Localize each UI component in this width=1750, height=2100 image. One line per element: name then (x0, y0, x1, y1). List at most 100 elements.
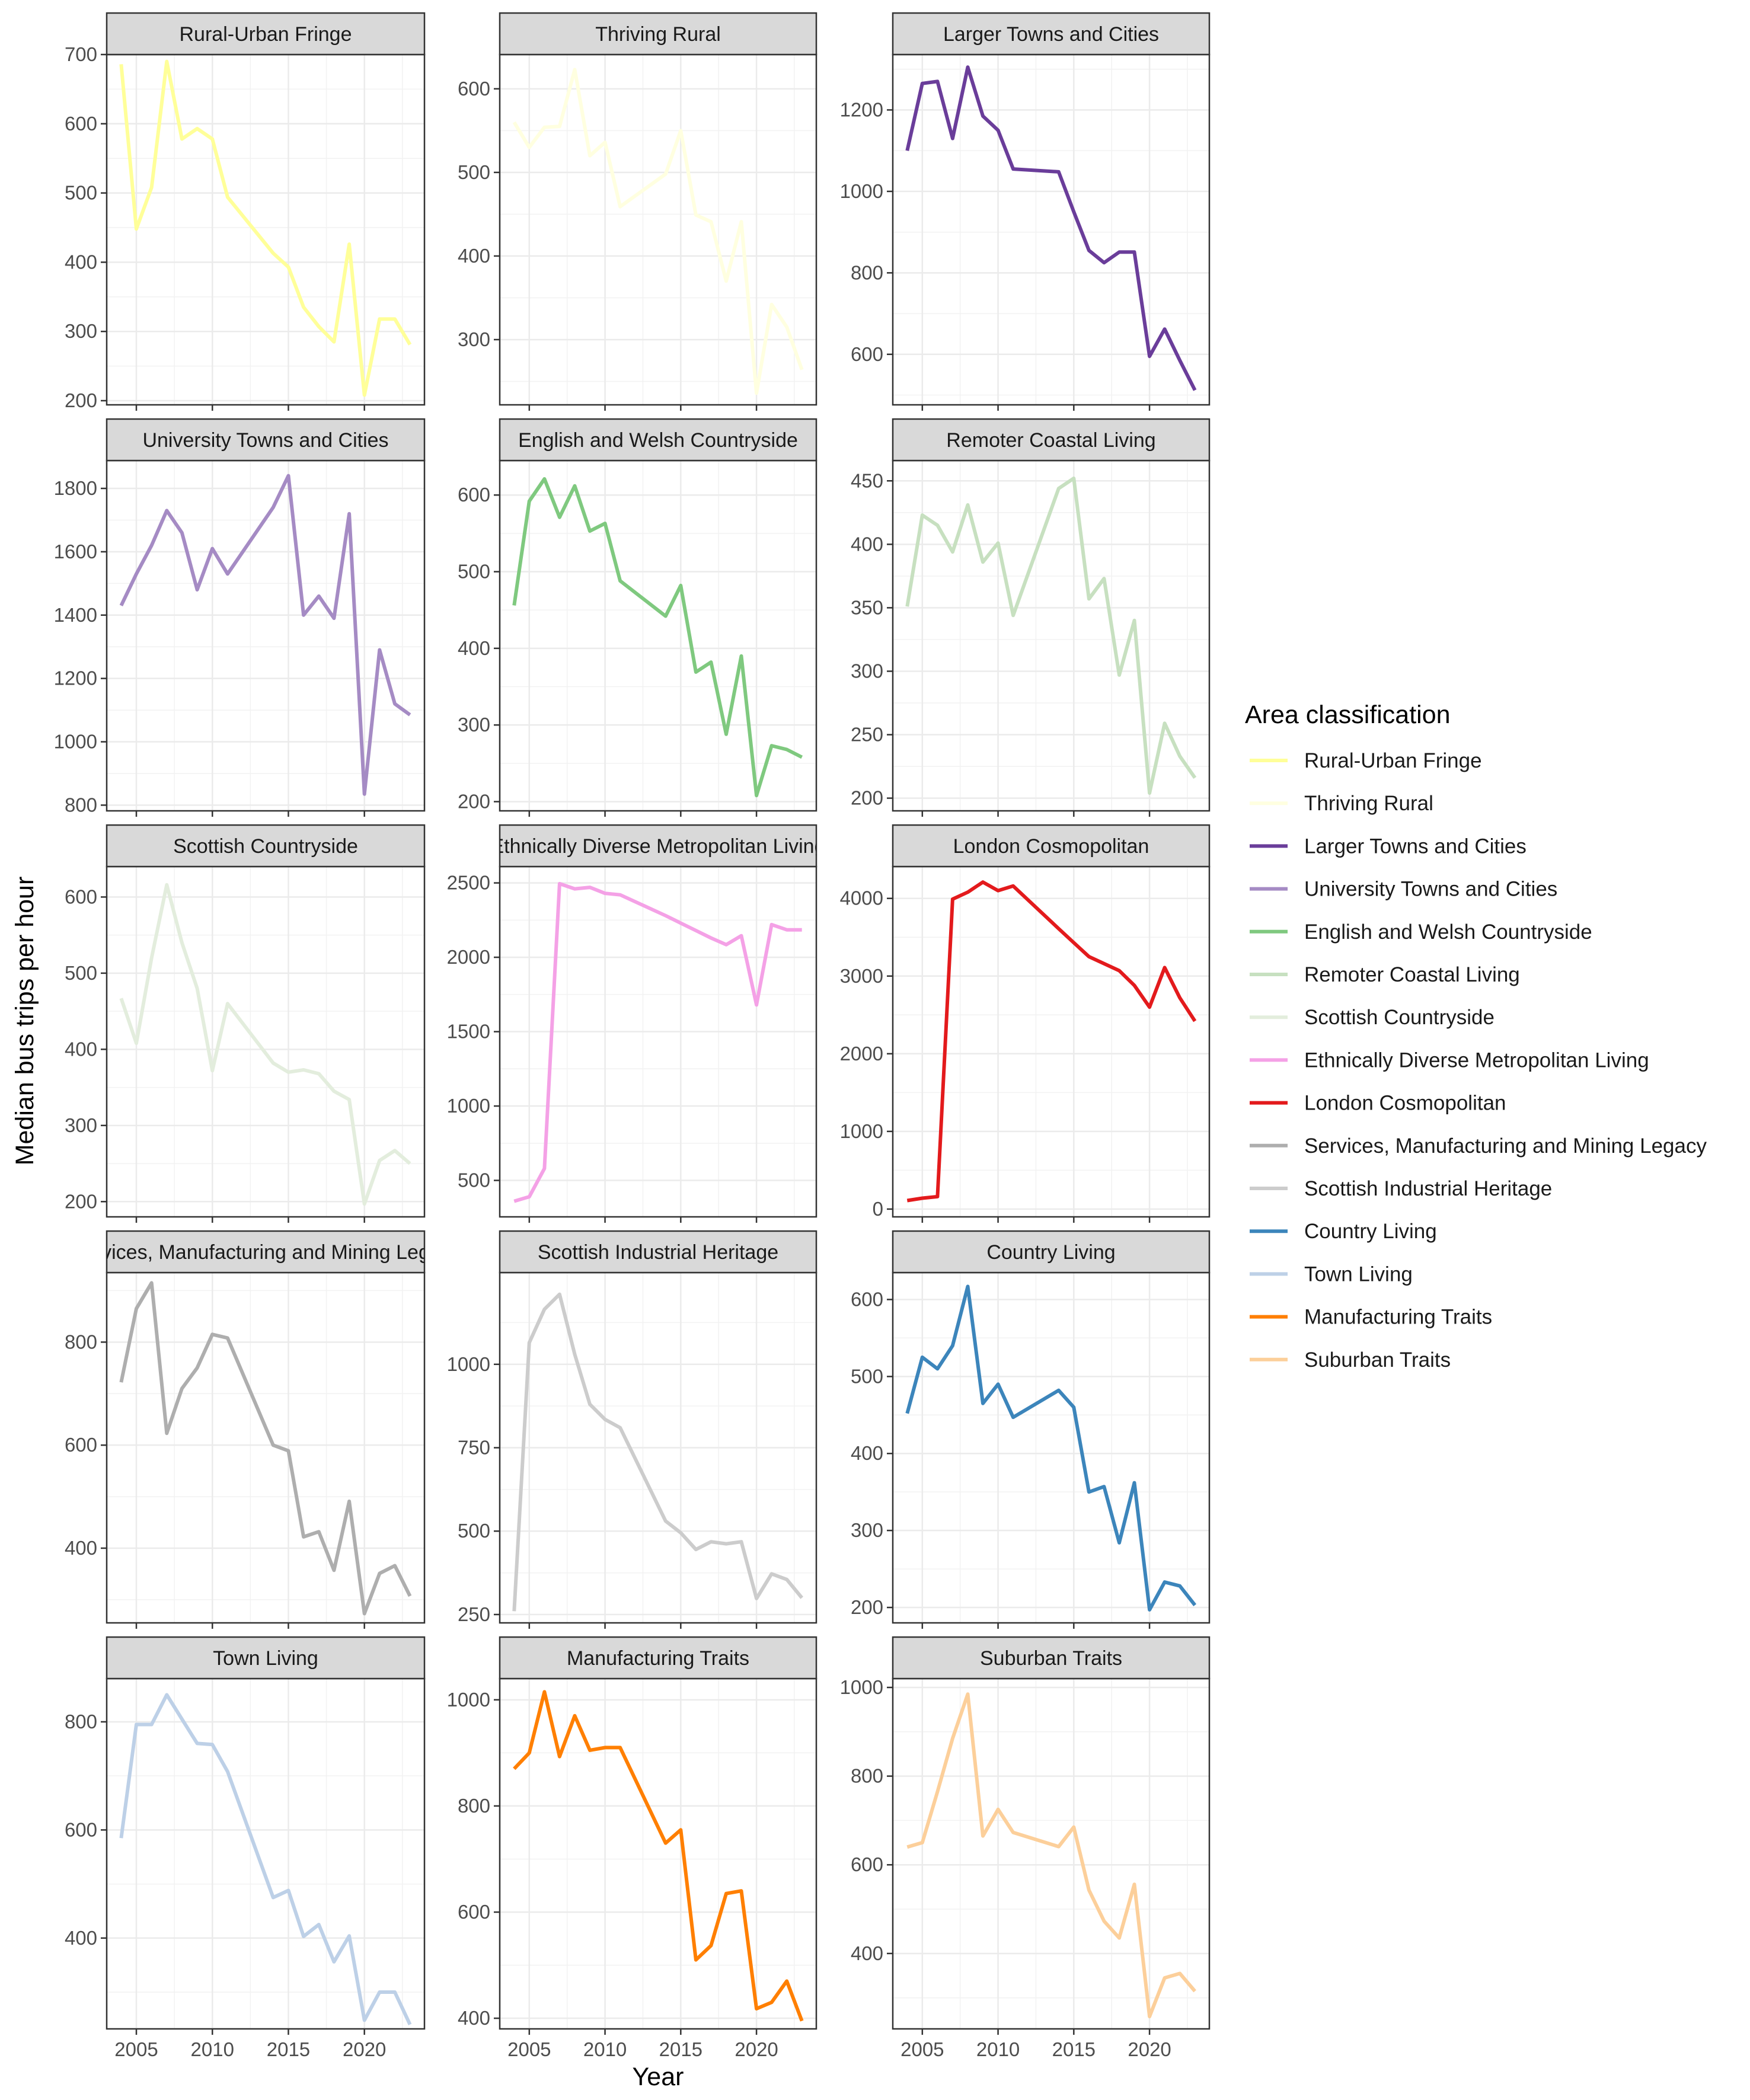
y-tick-label: 400 (65, 1038, 97, 1060)
facet-strip-label: London Cosmopolitan (953, 835, 1149, 858)
series-line (119, 474, 411, 796)
facet-panel: Rural-Urban Fringe 200 300 400 500 600 700 (65, 12, 426, 411)
y-tick-label: 400 (458, 245, 490, 267)
legend-label: London Cosmopolitan (1304, 1092, 1506, 1115)
y-tick-label: 600 (458, 78, 490, 100)
facet-strip (106, 418, 426, 462)
y-tick-label: 400 (458, 637, 490, 659)
facet-strip (106, 12, 426, 56)
y-tick-label: 450 (851, 469, 883, 491)
legend-label: English and Welsh Countryside (1304, 920, 1592, 944)
facet-strip (106, 824, 426, 868)
series-line (119, 1693, 412, 2025)
y-tick-label: 600 (458, 484, 490, 506)
y-tick-label: 1000 (840, 1120, 883, 1142)
panel-background (500, 867, 816, 1217)
y-tick-label: 2000 (447, 946, 490, 968)
facet-strip (499, 418, 817, 462)
series-line (119, 883, 411, 1206)
y-tick-label: 250 (458, 1603, 490, 1625)
y-tick-label: 400 (458, 2007, 490, 2029)
y-tick-label: 800 (65, 1711, 97, 1733)
y-tick-label: 250 (851, 724, 883, 746)
facet-strip (892, 418, 1211, 462)
panel-background (107, 55, 424, 405)
facet-panel: Manufacturing Traits 400 600 800 1000 2005 201… (447, 1636, 817, 2060)
facet-strip-label: Town Living (213, 1647, 318, 1670)
panel-background (893, 55, 1209, 405)
y-tick-label: 800 (851, 261, 883, 283)
facet-strip (892, 1636, 1211, 1680)
y-tick-label: 1000 (447, 1095, 490, 1117)
x-tick-label: 2005 (900, 2038, 944, 2060)
x-tick-label: 2020 (1128, 2038, 1171, 2060)
legend-label: Scottish Countryside (1304, 1006, 1494, 1029)
legend-label: Remoter Coastal Living (1304, 963, 1520, 986)
facet-panel: Scottish Industrial Heritage 250 500 750 100… (447, 1230, 817, 1629)
y-tick-label: 4000 (840, 887, 883, 909)
y-tick-label: 200 (851, 1596, 883, 1618)
legend-item: Town Living (1250, 1262, 1413, 1286)
legend-label: Ethnically Diverse Metropolitan Living (1304, 1049, 1649, 1072)
legend-item: Remoter Coastal Living (1250, 963, 1520, 986)
y-tick-label: 600 (65, 886, 97, 907)
y-tick-label: 1000 (54, 731, 97, 753)
x-tick-label: 2015 (1052, 2038, 1096, 2060)
panel-background (107, 461, 424, 811)
x-tick-label: 2010 (976, 2038, 1020, 2060)
facet-panel: London Cosmopolitan 0 1000 2000 3000 4000 (840, 824, 1211, 1223)
legend-label: Manufacturing Traits (1304, 1306, 1492, 1329)
y-tick-label: 300 (65, 1114, 97, 1136)
legend-label: University Towns and Cities (1304, 878, 1557, 901)
legend-item: London Cosmopolitan (1250, 1092, 1506, 1115)
legend-item: Ethnically Diverse Metropolitan Living (1250, 1049, 1649, 1072)
legend: Area classification Rural-Urban Fringe Th… (1245, 701, 1707, 1372)
facet-panel: Remoter Coastal Living 200 250 300 350 400 450 (851, 418, 1211, 817)
y-tick-label: 800 (851, 1765, 883, 1787)
legend-label: Rural-Urban Fringe (1304, 749, 1482, 772)
y-tick-label: 600 (65, 1434, 97, 1456)
legend-item: Services, Manufacturing and Mining Legac… (1250, 1134, 1707, 1158)
y-tick-label: 600 (851, 1288, 883, 1310)
facet-panel: Scottish Countryside 200 300 400 500 600 (65, 824, 426, 1223)
y-tick-label: 600 (65, 1818, 97, 1840)
y-tick-label: 1000 (447, 1353, 490, 1375)
y-tick-label: 800 (65, 1331, 97, 1353)
panel-background (107, 1679, 424, 2029)
legend-item: Suburban Traits (1250, 1348, 1451, 1372)
facet-strip (499, 1230, 817, 1274)
facet-panel: Thriving Rural 300 400 500 600 (458, 12, 817, 411)
series-line (513, 1690, 804, 2022)
facet-panel: University Towns and Cities 800 1000 1200 14… (54, 418, 426, 817)
y-tick-label: 500 (851, 1365, 883, 1387)
x-tick-label: 2010 (583, 2038, 627, 2060)
y-tick-label: 500 (458, 1169, 490, 1191)
series-line (905, 65, 1197, 391)
y-tick-label: 500 (65, 962, 97, 984)
y-tick-label: 600 (851, 343, 883, 365)
facet-panel: Suburban Traits 400 600 800 1000 2005 2010 2015… (840, 1636, 1211, 2060)
y-tick-label: 400 (65, 1537, 97, 1559)
series-line (906, 880, 1197, 1203)
legend-label: Services, Manufacturing and Mining Legac… (1304, 1134, 1707, 1158)
y-tick-label: 1600 (54, 541, 97, 562)
facet-strip-label: Ethnically Diverse Metropolitan Living (490, 835, 825, 858)
y-tick-label: 600 (851, 1853, 883, 1875)
facet-panel: Town Living 400 600 800 2005 2010 2015 2020 (65, 1636, 426, 2060)
facet-strip (892, 1230, 1211, 1274)
y-tick-label: 1400 (54, 604, 97, 626)
facet-panel: Larger Towns and Cities 600 800 1000 1200 (840, 12, 1211, 411)
x-tick-label: 2005 (114, 2038, 158, 2060)
y-tick-label: 300 (851, 1519, 883, 1541)
y-tick-label: 400 (851, 1442, 883, 1464)
legend-item: Scottish Industrial Heritage (1250, 1177, 1552, 1200)
y-tick-label: 1000 (840, 180, 883, 202)
panel-background (500, 55, 816, 405)
facet-strip (499, 824, 817, 868)
y-tick-label: 400 (65, 251, 97, 273)
series-line (512, 1292, 804, 1612)
y-tick-label: 3000 (840, 965, 883, 987)
x-axis-title: Year (633, 2063, 684, 2091)
facet-panel: Services, Manufacturing and Mining Legac… (65, 1230, 426, 1629)
